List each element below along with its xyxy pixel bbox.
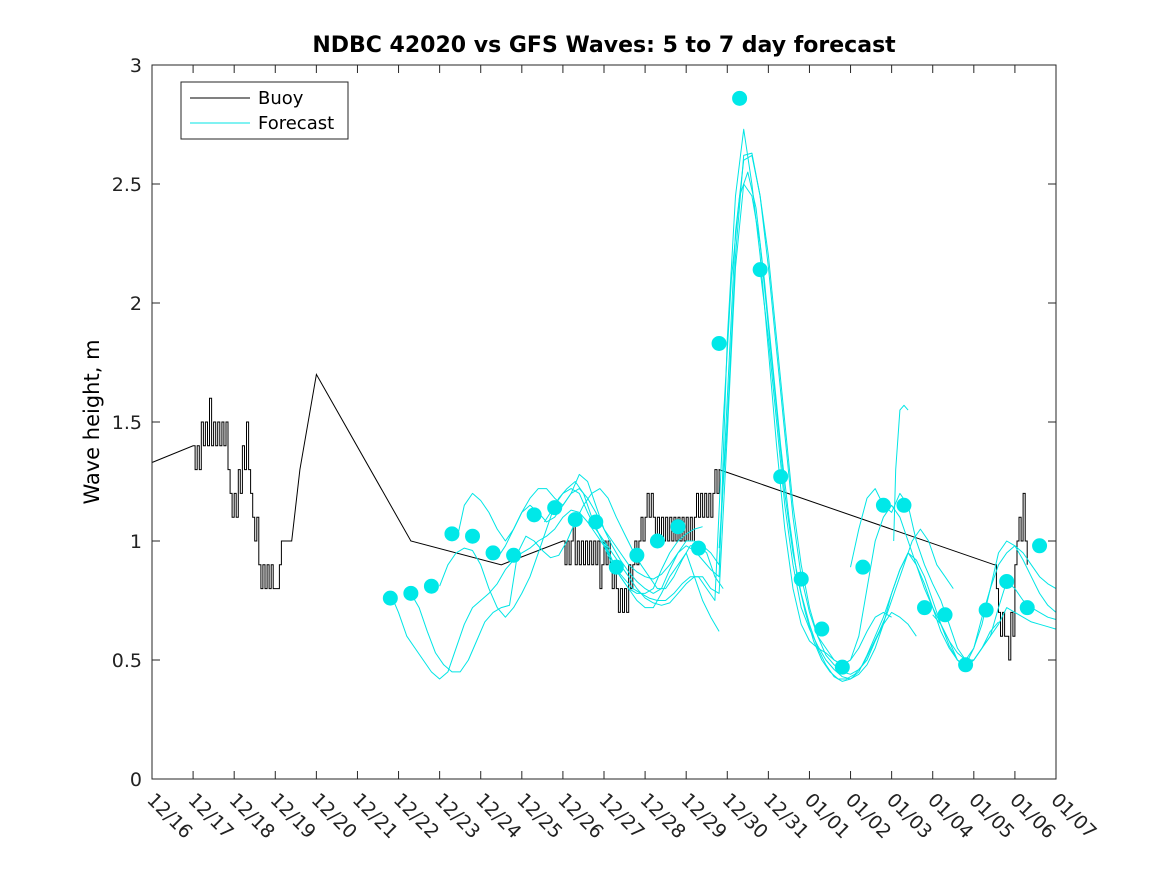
x-tick-label: 12/31 bbox=[759, 789, 813, 843]
x-tick-label: 12/18 bbox=[225, 789, 279, 843]
x-tick-label: 01/06 bbox=[1005, 789, 1059, 843]
forecast-marker bbox=[875, 497, 891, 513]
forecast-marker bbox=[978, 602, 994, 618]
forecast-marker bbox=[506, 547, 522, 563]
forecast-marker bbox=[855, 559, 871, 575]
forecast-marker bbox=[423, 578, 439, 594]
forecast-marker bbox=[1032, 538, 1048, 554]
forecast-marker bbox=[382, 590, 398, 606]
legend-forecast-label: Forecast bbox=[258, 113, 334, 134]
x-tick-label: 12/23 bbox=[430, 789, 484, 843]
x-tick-label: 12/28 bbox=[636, 789, 690, 843]
forecast-marker bbox=[711, 335, 727, 351]
y-tick-label: 1 bbox=[130, 531, 142, 553]
legend-buoy-label: Buoy bbox=[258, 88, 304, 109]
forecast-marker bbox=[1019, 600, 1035, 616]
forecast-line-1 bbox=[391, 509, 703, 680]
forecast-marker bbox=[834, 659, 850, 675]
buoy-line bbox=[151, 372, 1028, 661]
x-tick-label: 12/17 bbox=[184, 789, 238, 843]
x-tick-label: 12/19 bbox=[266, 789, 320, 843]
forecast-marker bbox=[752, 262, 768, 278]
x-tick-label: 12/16 bbox=[142, 789, 196, 843]
forecast-marker bbox=[691, 540, 707, 556]
y-axis-label: Wave height, m bbox=[80, 339, 104, 504]
forecast-line-3 bbox=[439, 488, 720, 632]
forecast-marker bbox=[567, 512, 583, 528]
forecast-marker-group bbox=[382, 90, 1048, 675]
forecast-marker bbox=[896, 497, 912, 513]
x-tick-label: 01/07 bbox=[1046, 789, 1100, 843]
x-tick-label: 12/29 bbox=[677, 789, 731, 843]
x-tick-label: 01/05 bbox=[964, 789, 1018, 843]
x-tick-label: 01/03 bbox=[882, 789, 936, 843]
x-tick-label: 12/27 bbox=[594, 789, 648, 843]
forecast-marker bbox=[485, 545, 501, 561]
forecast-marker bbox=[547, 500, 563, 516]
forecast-marker bbox=[649, 533, 665, 549]
forecast-line-9 bbox=[759, 269, 1057, 680]
x-tick-label: 12/21 bbox=[348, 789, 402, 843]
forecast-marker bbox=[937, 607, 953, 623]
legend: Buoy Forecast bbox=[180, 81, 349, 140]
forecast-marker bbox=[465, 528, 481, 544]
forecast-line-7 bbox=[587, 183, 999, 682]
forecast-marker bbox=[917, 600, 933, 616]
forecast-marker bbox=[608, 559, 624, 575]
forecast-line-2 bbox=[410, 488, 724, 673]
y-tick-label: 1.5 bbox=[112, 412, 142, 434]
forecast-marker bbox=[958, 657, 974, 673]
forecast-marker bbox=[629, 547, 645, 563]
forecast-marker bbox=[526, 507, 542, 523]
forecast-marker bbox=[588, 514, 604, 530]
x-tick-label: 01/02 bbox=[841, 789, 895, 843]
forecast-marker bbox=[793, 571, 809, 587]
x-tick-label: 12/26 bbox=[553, 789, 607, 843]
y-tick-label: 0 bbox=[130, 769, 142, 791]
chart-title: NDBC 42020 vs GFS Waves: 5 to 7 day fore… bbox=[312, 33, 896, 58]
legend-box bbox=[180, 81, 349, 140]
x-tick-label: 12/25 bbox=[512, 789, 566, 843]
forecast-line-12 bbox=[932, 545, 1057, 666]
x-tick-label: 12/24 bbox=[471, 789, 525, 843]
y-axis: 0 0.5 1 1.5 2 2.5 3 bbox=[112, 55, 1056, 791]
forecast-marker bbox=[732, 90, 748, 106]
x-tick-label: 12/30 bbox=[718, 789, 772, 843]
forecast-marker bbox=[444, 526, 460, 542]
x-tick-label: 12/20 bbox=[307, 789, 361, 843]
buoy-series bbox=[151, 372, 1028, 661]
y-tick-label: 3 bbox=[130, 55, 142, 77]
x-tick-label: 01/04 bbox=[923, 789, 977, 843]
forecast-line-11 bbox=[893, 404, 909, 542]
x-tick-label: 01/01 bbox=[800, 789, 854, 843]
forecast-marker bbox=[773, 469, 789, 485]
forecast-marker bbox=[403, 585, 419, 601]
y-tick-label: 2.5 bbox=[112, 174, 142, 196]
y-tick-label: 0.5 bbox=[112, 650, 142, 672]
forecast-marker bbox=[670, 519, 686, 535]
forecast-marker bbox=[814, 621, 830, 637]
y-tick-label: 2 bbox=[130, 293, 142, 315]
plot-area bbox=[152, 65, 1056, 779]
forecast-marker bbox=[999, 573, 1015, 589]
x-tick-label: 12/22 bbox=[389, 789, 443, 843]
